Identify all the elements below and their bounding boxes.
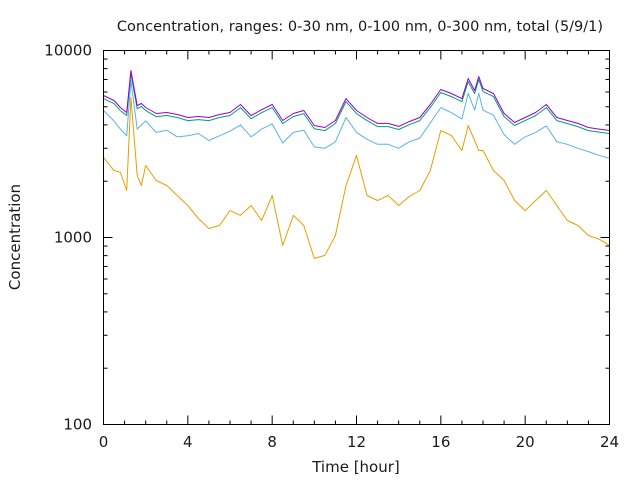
series-line-0-30-nm (103, 96, 610, 259)
chart-title: Concentration, ranges: 0-30 nm, 0-100 nm… (117, 19, 603, 35)
x-tick-label: 16 (431, 433, 450, 451)
x-tick-label: 8 (267, 433, 277, 451)
x-tick-label: 24 (600, 433, 619, 451)
y-tick-label: 100 (63, 416, 92, 434)
series-layer (103, 70, 610, 259)
y-tick-labels: 100 1000 10000 (44, 42, 92, 434)
x-tick-label: 20 (516, 433, 535, 451)
y-tick-label: 1000 (54, 229, 92, 247)
x-axis-label: Time [hour] (311, 458, 400, 476)
x-tick-labels: 0 4 8 12 16 20 24 (99, 433, 619, 451)
series-line-total (103, 70, 610, 131)
x-tick-label: 12 (347, 433, 366, 451)
y-tick-label: 10000 (44, 42, 92, 60)
ticks-layer (103, 50, 610, 425)
x-tick-label: 0 (99, 433, 109, 451)
series-line-0-300-nm (103, 73, 610, 134)
series-line-0-100-nm (103, 80, 610, 159)
x-tick-label: 4 (183, 433, 193, 451)
y-axis-label: Concentration (6, 184, 24, 290)
plot-frame (103, 50, 610, 425)
